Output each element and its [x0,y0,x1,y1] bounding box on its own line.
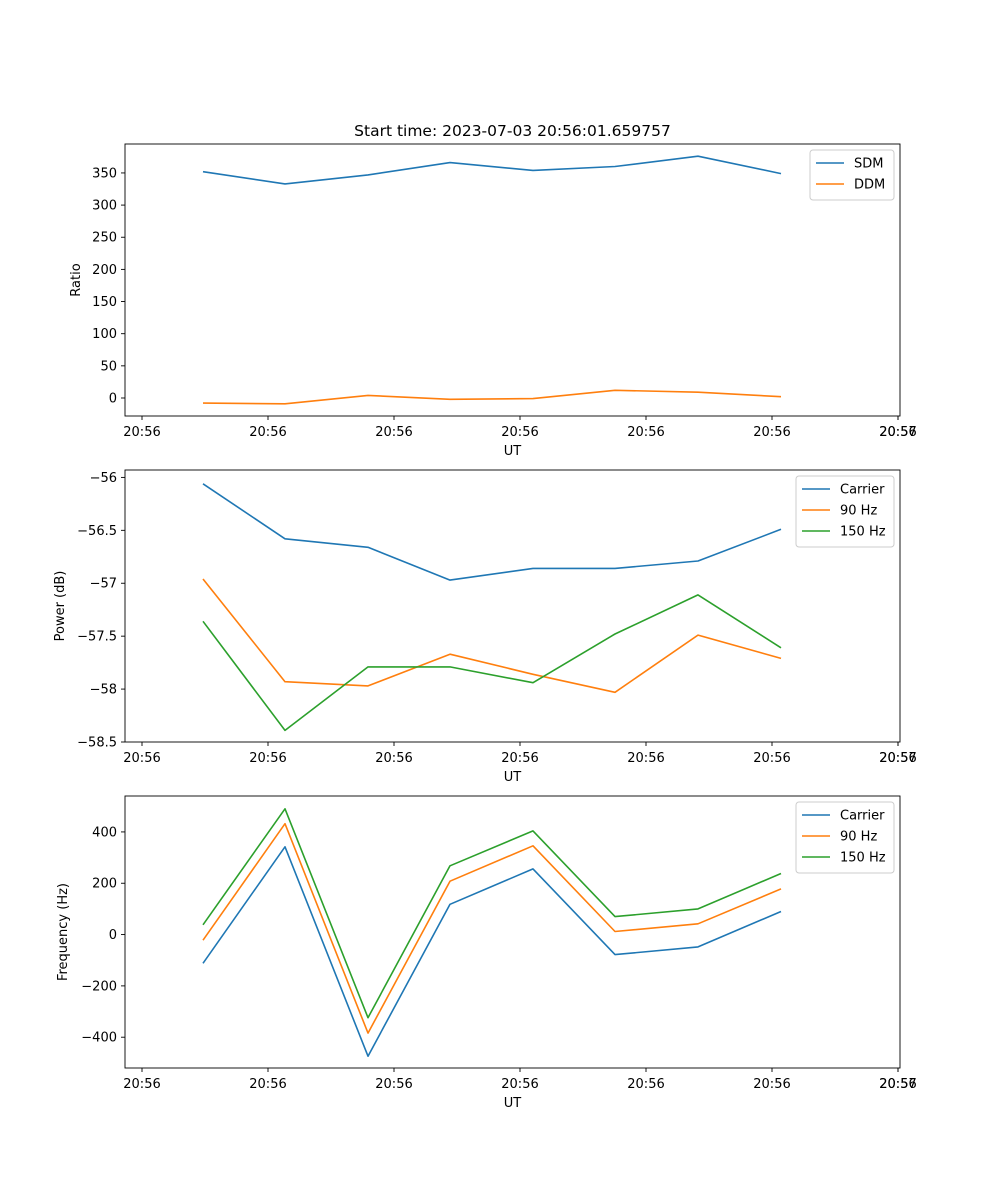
y-tick-label: 0 [109,391,117,406]
legend-label: Carrier [840,483,885,498]
y-tick-label: 200 [92,263,117,278]
x-tick-label: 20:56 [123,425,160,440]
chart-title: Start time: 2023-07-03 20:56:01.659757 [354,122,671,140]
series-line-carrier [202,845,782,1057]
x-tick-label: 20:56 [753,425,790,440]
y-tick-label: −57 [90,577,117,592]
x-tick-label: 20:56 [879,1077,916,1092]
x-tick-label: 20:57 [879,751,916,766]
x-tick-label: 20:56 [879,425,916,440]
x-axis-label: UT [504,444,522,459]
x-tick-label: 20:56 [375,425,412,440]
x-tick-label: 20:56 [879,751,916,766]
series-line-150-hz [202,807,782,1019]
legend-label: Carrier [840,809,885,824]
y-tick-label: −56.5 [77,524,117,539]
y-tick-label: 100 [92,327,117,342]
x-tick-label: 20:56 [249,751,286,766]
x-tick-label: 20:56 [627,751,664,766]
y-tick-label: 150 [92,295,117,310]
y-tick-label: 300 [92,199,117,214]
x-tick-label: 20:56 [501,751,538,766]
series-line-carrier [202,483,782,581]
x-tick-label: 20:57 [879,1077,916,1092]
x-tick-label: 20:56 [249,425,286,440]
legend-box [795,475,895,548]
legend-label: DDM [854,178,885,193]
x-tick-label: 20:57 [879,425,916,440]
y-tick-label: −400 [81,1031,117,1046]
x-tick-label: 20:56 [123,1077,160,1092]
x-tick-label: 20:56 [123,751,160,766]
series-line-ddm [202,389,782,405]
y-tick-label: −58.5 [77,736,117,751]
y-axis-label: Frequency (Hz) [56,883,71,981]
x-tick-label: 20:56 [501,425,538,440]
y-axis-label: Ratio [69,263,84,296]
x-tick-label: 20:56 [249,1077,286,1092]
plot-frame [124,143,901,417]
y-tick-label: 200 [92,877,117,892]
x-tick-label: 20:56 [627,1077,664,1092]
series-line-150-hz [202,594,782,732]
legend-label: 90 Hz [840,830,877,845]
legend-label: 90 Hz [840,504,877,519]
series-line-90-hz [202,578,782,694]
y-tick-label: −58 [90,683,117,698]
x-tick-label: 20:56 [375,1077,412,1092]
x-tick-label: 20:56 [375,751,412,766]
y-tick-label: −57.5 [77,630,117,645]
legend-label: 150 Hz [840,525,886,540]
y-tick-label: 50 [100,359,117,374]
plot-frame [124,469,901,743]
y-tick-label: 0 [109,928,117,943]
x-axis-label: UT [504,1096,522,1111]
x-tick-label: 20:56 [753,751,790,766]
x-tick-label: 20:56 [501,1077,538,1092]
y-axis-label: Power (dB) [53,571,68,642]
series-line-90-hz [202,822,782,1034]
legend-label: SDM [854,157,883,172]
y-tick-label: 400 [92,825,117,840]
legend-label: 150 Hz [840,851,886,866]
x-tick-label: 20:56 [627,425,664,440]
y-tick-label: −56 [90,471,117,486]
series-line-sdm [202,155,782,185]
y-tick-label: 350 [92,166,117,181]
y-tick-label: −200 [81,979,117,994]
x-axis-label: UT [504,770,522,785]
y-tick-label: 250 [92,231,117,246]
plot-frame [124,795,901,1069]
x-tick-label: 20:56 [753,1077,790,1092]
legend-box [795,801,895,874]
